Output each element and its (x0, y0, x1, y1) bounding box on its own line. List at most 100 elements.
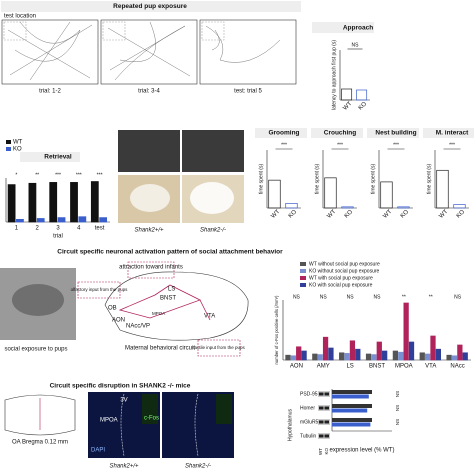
blot (318, 391, 330, 397)
significance: NS (395, 391, 400, 397)
legend-swatch (6, 140, 11, 144)
label: 3V (120, 398, 127, 404)
region-label: BNST (160, 296, 176, 302)
trial-label: trial: 3-4 (138, 89, 160, 95)
bar (78, 216, 87, 223)
bar (436, 169, 449, 209)
genotype-label: Shank2+/+ (109, 464, 139, 470)
x-tick-label: AON (290, 364, 303, 370)
significance: *** (97, 172, 103, 178)
significance: *** (281, 142, 287, 148)
bar (446, 354, 452, 361)
bar (332, 390, 372, 394)
region-label: VTA (204, 314, 215, 320)
band (324, 392, 329, 396)
x-tick-label: test (95, 226, 105, 232)
bar (419, 352, 425, 361)
title-box (311, 128, 363, 138)
x-tick-label: WT (438, 209, 449, 220)
band (319, 434, 324, 438)
region-label: AON (112, 318, 125, 324)
bar (70, 182, 78, 223)
title-box (423, 128, 474, 138)
significance: *** (393, 142, 399, 148)
x-tick-label: BNST (369, 364, 385, 370)
lane-label: WT (318, 448, 323, 455)
x-tick-label: VTA (425, 364, 436, 370)
legend-label: KO with social pup exposure (309, 282, 373, 288)
significance: NS (352, 42, 360, 48)
trial-label: trial: 1-2 (39, 89, 61, 95)
title-box (255, 128, 307, 138)
bar (424, 353, 431, 361)
blot (318, 405, 330, 411)
bar (355, 348, 361, 361)
x-tick-label: KO (358, 101, 369, 112)
bar (397, 206, 410, 209)
genotype-label: Shank2-/- (185, 464, 211, 470)
panel-title: Repeated pup exposure (113, 3, 187, 10)
x-axis-label: expression level (% WT) (329, 448, 394, 454)
x-tick-label: WT (342, 101, 353, 112)
band (319, 406, 324, 410)
x-tick-label: 3 (56, 226, 60, 232)
significance: NS (395, 405, 400, 411)
significance: NS (395, 419, 400, 425)
bar (339, 352, 345, 361)
chart-title: Approach (343, 25, 373, 32)
bar (408, 341, 415, 361)
legend-label: KO (13, 147, 22, 153)
panel-title: Circuit specific neuronal activation pat… (57, 249, 283, 256)
significance: NS (293, 294, 301, 300)
stain-label: c-Fos (144, 416, 159, 422)
bar (403, 302, 409, 361)
bar (28, 182, 37, 223)
bar (285, 354, 291, 361)
bar (285, 203, 298, 209)
region-label: NAcc/VP (126, 324, 150, 330)
chart-title: Grooming (268, 130, 299, 137)
tracking-images (1, 19, 297, 85)
legend-swatch (6, 147, 11, 151)
region-label: MPOA (152, 311, 165, 316)
protein-label: mGluR5 (300, 419, 319, 425)
x-tick-label: WT (382, 209, 393, 220)
significance: *** (55, 172, 61, 178)
bar (332, 418, 372, 422)
diagram-label: olfactory input from the pups (71, 287, 129, 292)
band (319, 420, 324, 424)
y-axis-label: time spent (s) (258, 164, 264, 195)
genotype-label: Shank2-/- (200, 228, 226, 234)
chart-title: Crouching (324, 130, 357, 137)
panel-title: Circuit specific disruption in SHANK2 -/… (50, 383, 191, 390)
bar (332, 422, 371, 427)
protein-label: Homer (300, 405, 315, 411)
bar (49, 182, 58, 223)
legend-swatch (300, 269, 306, 273)
blot (318, 433, 330, 439)
bar (341, 206, 354, 209)
bar (435, 348, 442, 361)
y-axis-label: time spent (s) (314, 164, 320, 195)
significance: *** (337, 142, 343, 148)
x-tick-label: KO (344, 209, 355, 220)
bar (462, 352, 468, 361)
label: OA Bregma 0.12 mm (12, 440, 68, 446)
genotype-label: Shank2+/+ (134, 228, 164, 234)
significance: NS (454, 294, 462, 300)
bar (57, 217, 66, 223)
bar (380, 181, 393, 209)
x-tick-label: KO (456, 209, 467, 220)
x-tick-label: MPOA (395, 364, 413, 370)
significance: NS (320, 294, 328, 300)
bar (349, 340, 356, 361)
legend-swatch (300, 283, 306, 287)
bar (453, 204, 466, 209)
x-tick-label: AMY (317, 364, 330, 370)
diagram-label: Maternal behavioral circuit (125, 346, 195, 352)
chart-title: M. interact (436, 130, 469, 137)
bar (341, 88, 353, 101)
title-box (312, 22, 374, 33)
legend-label: KO without social pup exposure (309, 268, 380, 274)
band (324, 434, 329, 438)
